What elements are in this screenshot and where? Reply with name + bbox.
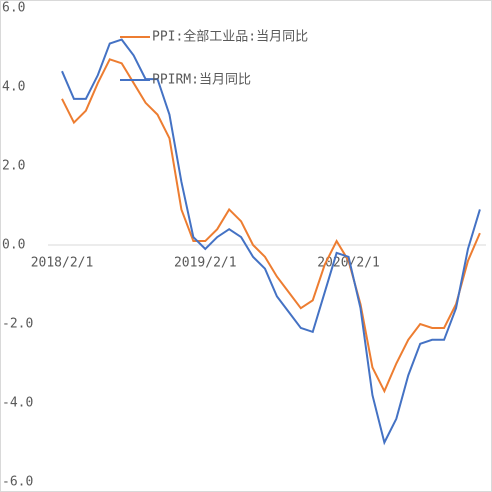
y-tick-label: -6.0 [2, 475, 33, 490]
y-tick-label: -4.0 [2, 396, 33, 411]
y-tick-label: -2.0 [2, 317, 33, 332]
legend-label: PPIRM:当月同比 [152, 73, 251, 88]
y-tick-label: 4.0 [2, 80, 25, 95]
y-tick-label: 0.0 [2, 238, 25, 253]
series-line [61, 38, 481, 446]
legend-label: PPI:全部工业品:当月同比 [152, 29, 308, 45]
x-tick-label: 2019/2/1 [174, 256, 237, 271]
x-tick-label: 2018/2/1 [31, 256, 94, 271]
y-tick-label: 2.0 [2, 159, 25, 174]
y-tick-label: 6.0 [2, 1, 25, 16]
